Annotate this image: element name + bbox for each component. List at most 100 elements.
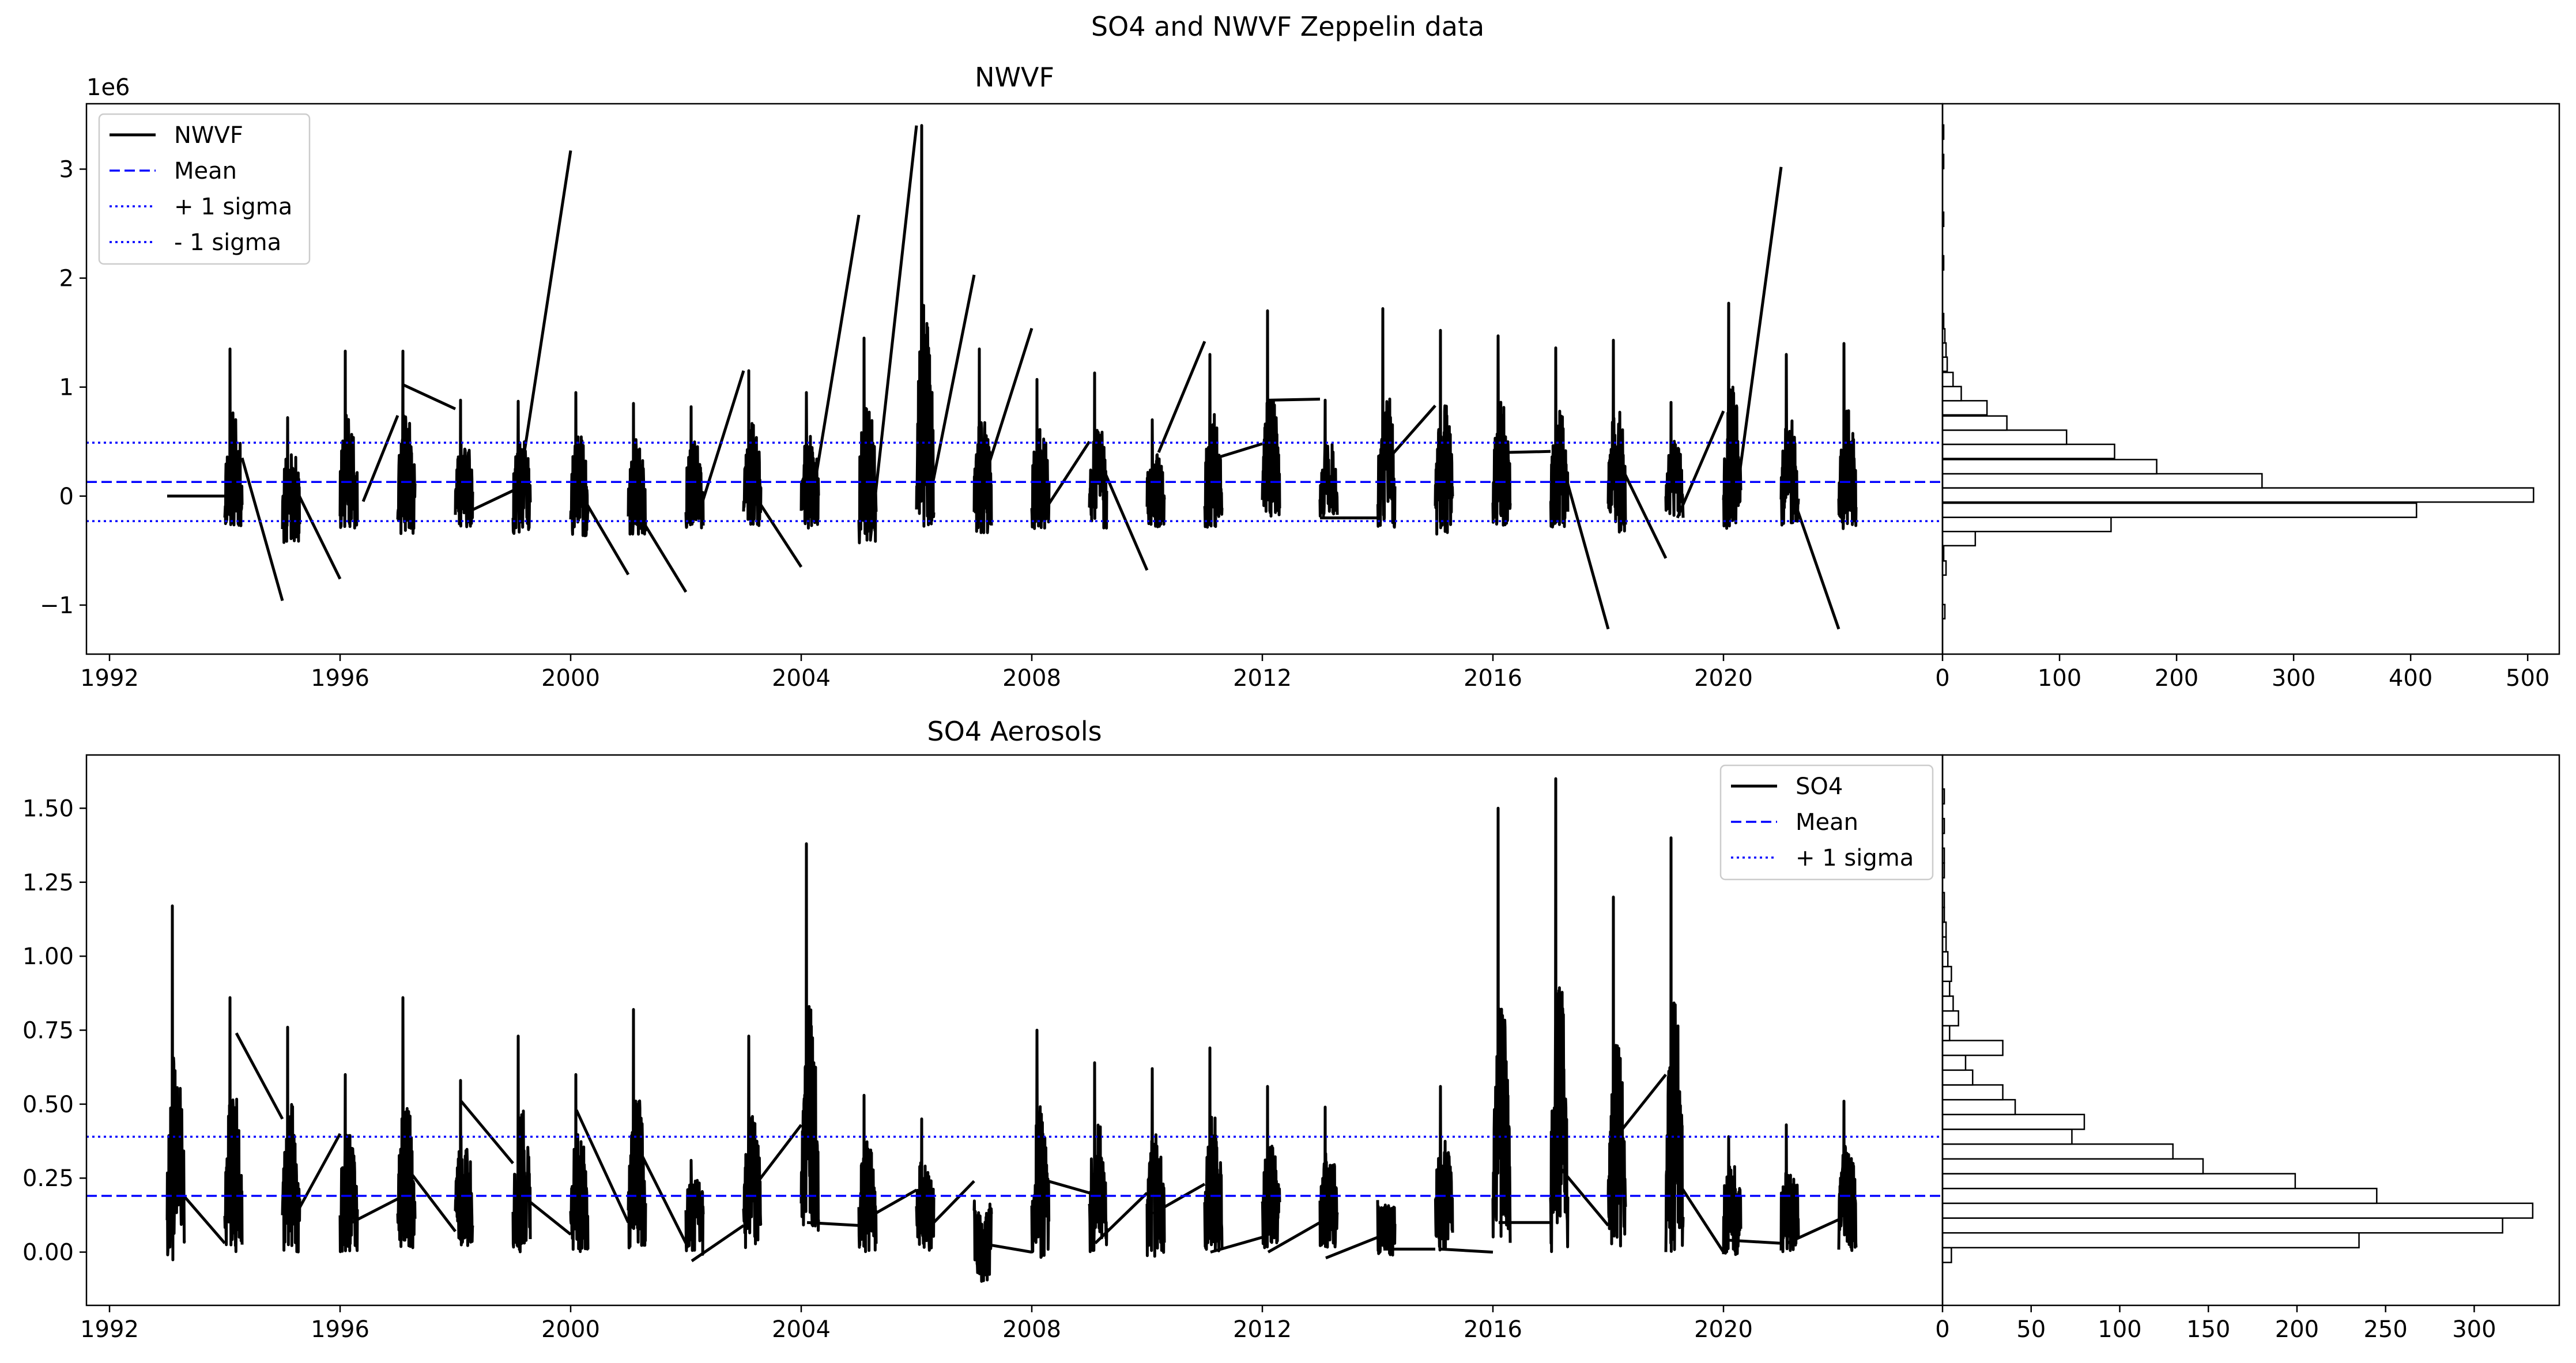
so4-x-tick-label: 2016 [1464, 1316, 1522, 1343]
nwvf-season-burst [338, 349, 359, 530]
nwvf-panel: NWVF 1e6 1992 1996 2000 2004 2008 2012 2016 202… [40, 62, 2560, 692]
so4-season-burst [627, 1008, 647, 1249]
so4-hist-x-tick-label: 150 [2186, 1316, 2230, 1343]
so4-hist-x-tick-label: 250 [2363, 1316, 2407, 1343]
so4-legend-label: SO4 [1796, 773, 1843, 800]
so4-hist-bar [1941, 1247, 1952, 1263]
nwvf-hist-bar [1941, 429, 2068, 445]
nwvf-hist-bar [1941, 386, 1962, 402]
so4-season-burst [1722, 1135, 1743, 1256]
nwvf-season-burst [1088, 371, 1108, 530]
so4-x-tick-label: 1992 [80, 1316, 139, 1343]
so4-season-burst [684, 1158, 705, 1256]
nwvf-x-tick-label: 1992 [80, 665, 139, 692]
so4-season-burst [1837, 1100, 1858, 1252]
figure-suptitle: SO4 and NWVF Zeppelin data [1091, 11, 1484, 42]
nwvf-season-burst [511, 399, 532, 535]
so4-line-plot: 1992 1996 2000 2004 2008 2012 2016 2020 0.00 0.25… [22, 754, 1944, 1343]
so4-hist-bar [1941, 1143, 2174, 1160]
so4-hist-x-tick-label: 50 [2016, 1316, 2046, 1343]
so4-hist-bar [1941, 1232, 2360, 1249]
nwvf-hist-bar [1941, 400, 1988, 416]
so4-season-burst [511, 1034, 532, 1253]
so4-hist-bar [1941, 1069, 1974, 1086]
nwvf-hist-x-tick-label: 100 [2038, 665, 2081, 692]
so4-season-burst [396, 996, 417, 1249]
nwvf-hist-bar [1941, 415, 2008, 431]
nwvf-season-burst [1606, 338, 1627, 534]
so4-season-burst [1376, 1200, 1397, 1257]
nwvf-season-burst [1722, 301, 1743, 530]
so4-hist-x-tick-label: 100 [2098, 1316, 2141, 1343]
nwvf-hist-bar [1941, 487, 2534, 503]
nwvf-legend-label: Mean [174, 158, 237, 184]
so4-legend-box [1719, 764, 1934, 881]
so4-y-tick-label: 1.00 [22, 943, 74, 970]
nwvf-season-burst [1145, 418, 1166, 528]
nwvf-season-burst [627, 402, 647, 536]
so4-hist-bar [1941, 1010, 1959, 1027]
so4-hist-x-tick-label: 0 [1935, 1316, 1949, 1343]
nwvf-y-tick-label: 0 [59, 484, 74, 510]
so4-season-burst [1145, 1067, 1166, 1258]
nwvf-season-burst [972, 348, 993, 534]
nwvf-season-burst [1664, 401, 1685, 518]
so4-season-burst [338, 1073, 359, 1253]
nwvf-x-tick-label: 2016 [1464, 665, 1522, 692]
so4-hist-bar [1941, 1040, 2004, 1056]
so4-hist-bar [1941, 1173, 2296, 1190]
nwvf-legend-label: - 1 sigma [174, 229, 281, 256]
so4-y-tick-label: 0.00 [22, 1240, 74, 1266]
so4-title: SO4 Aerosols [927, 716, 1102, 747]
so4-season-burst [569, 1073, 590, 1253]
so4-y-tick-label: 0.25 [22, 1165, 74, 1192]
nwvf-hist-bar [1941, 516, 2112, 533]
nwvf-season-burst [915, 124, 936, 528]
so4-season-burst [742, 1034, 763, 1249]
nwvf-season-burst [742, 369, 763, 527]
so4-hist-bar [1941, 1098, 2016, 1116]
so4-x-tick-label: 1996 [311, 1316, 369, 1343]
nwvf-x-tick-label: 2000 [541, 665, 600, 692]
so4-hist-frame [1941, 754, 2560, 1307]
nwvf-hist-bar [1941, 502, 2417, 518]
nwvf-line-plot: 1992 1996 2000 2004 2008 2012 2016 2020 −1 0 1 2 3 [40, 103, 1944, 692]
so4-hist-bar [1941, 1054, 1967, 1071]
nwvf-legend-label: + 1 sigma [174, 194, 292, 220]
so4-season-burst [799, 842, 820, 1232]
so4-hist-bar [1941, 1217, 2503, 1234]
so4-x-tick-label: 2012 [1233, 1316, 1292, 1343]
nwvf-season-burst [1779, 353, 1800, 527]
so4-hist-bar [1941, 1158, 2204, 1175]
so4-series-connectors [178, 1032, 1840, 1263]
so4-season-burst [1606, 896, 1627, 1248]
nwvf-histogram: 0 100 200 300 400 500 [1935, 103, 2560, 692]
nwvf-season-burst [857, 337, 878, 545]
so4-legend-label: + 1 sigma [1796, 845, 1914, 871]
nwvf-series-group [86, 124, 1943, 630]
so4-legend: SO4 Mean + 1 sigma [1719, 764, 1934, 881]
nwvf-legend-label: NWVF [174, 122, 243, 149]
so4-season-burst [1491, 806, 1512, 1243]
nwvf-season-burst [1434, 329, 1454, 536]
so4-hist-x-tick-label: 300 [2452, 1316, 2496, 1343]
so4-line-frame [85, 754, 1944, 1307]
nwvf-season-burst [1203, 353, 1224, 529]
nwvf-season-burst [1491, 334, 1512, 527]
nwvf-hist-bar [1941, 459, 2158, 475]
so4-x-tick-label: 2004 [772, 1316, 831, 1343]
so4-hist-bar [1941, 1187, 2378, 1205]
so4-season-burst [857, 1094, 878, 1253]
so4-hist-bar [1941, 1128, 2073, 1145]
so4-season-burst [1434, 1085, 1454, 1252]
so4-season-burst [1203, 1046, 1224, 1252]
nwvf-hist-x-tick-label: 500 [2506, 665, 2549, 692]
nwvf-hist-bar [1941, 443, 2115, 459]
nwvf-hist-bar [1941, 371, 1954, 387]
nwvf-season-burst [223, 348, 244, 527]
nwvf-hist-bar [1941, 531, 1977, 547]
so4-x-tick-label: 2000 [541, 1316, 600, 1343]
nwvf-y-tick-label: 3 [59, 156, 74, 183]
so4-hist-bar [1941, 951, 1949, 968]
